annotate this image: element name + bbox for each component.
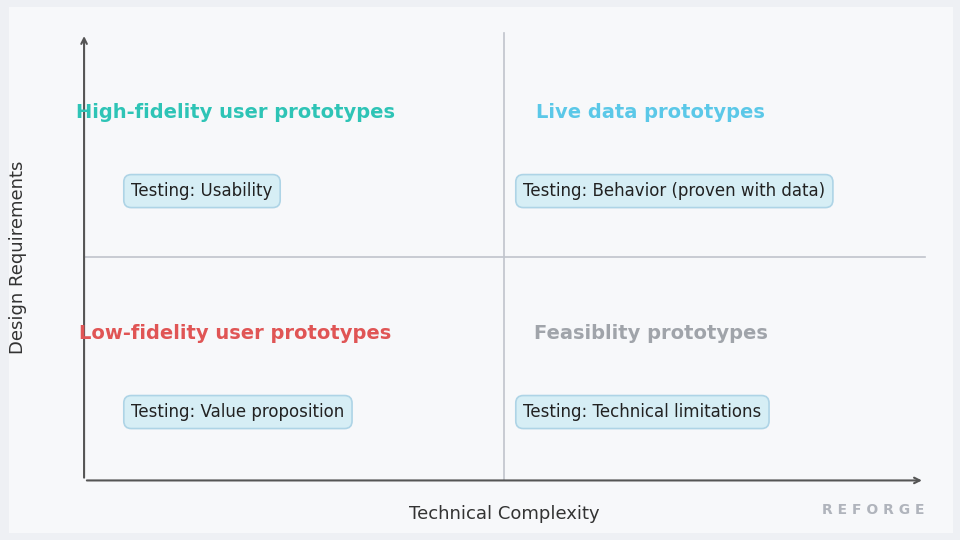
Text: Testing: Value proposition: Testing: Value proposition [132,403,345,421]
Text: Technical Complexity: Technical Complexity [409,504,600,523]
Text: Testing: Behavior (proven with data): Testing: Behavior (proven with data) [523,182,826,200]
Text: R E F O R G E: R E F O R G E [822,503,924,517]
Text: Low-fidelity user prototypes: Low-fidelity user prototypes [79,323,392,343]
Text: Feasiblity prototypes: Feasiblity prototypes [534,323,768,343]
Text: Testing: Usability: Testing: Usability [132,182,273,200]
Text: High-fidelity user prototypes: High-fidelity user prototypes [76,103,395,122]
Text: Testing: Technical limitations: Testing: Technical limitations [523,403,761,421]
Text: Live data prototypes: Live data prototypes [537,103,765,122]
Text: Design Requirements: Design Requirements [9,160,27,354]
